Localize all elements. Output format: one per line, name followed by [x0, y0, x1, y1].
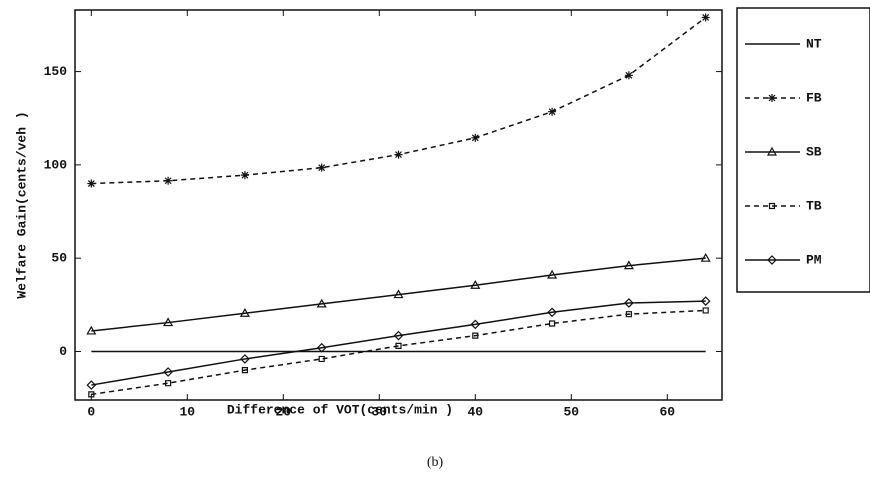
- x-tick-label: 0: [87, 404, 95, 419]
- marker: [86, 325, 97, 335]
- legend-label: SB: [806, 144, 822, 159]
- y-tick-label: 50: [51, 251, 67, 266]
- marker: [316, 342, 327, 353]
- y-tick-label: 0: [59, 344, 67, 359]
- marker: [625, 311, 632, 318]
- legend-label: NT: [806, 36, 822, 51]
- marker: [470, 280, 481, 289]
- marker: [164, 176, 173, 185]
- marker: [393, 330, 404, 341]
- marker: [548, 107, 557, 116]
- marker: [766, 146, 778, 156]
- marker: [87, 179, 96, 188]
- x-tick-label: 60: [659, 404, 675, 419]
- x-tick-label: 10: [180, 404, 196, 419]
- marker: [767, 255, 777, 265]
- marker: [241, 367, 249, 374]
- legend-label: FB: [806, 90, 822, 105]
- marker: [700, 252, 711, 262]
- marker: [163, 317, 174, 327]
- marker: [393, 289, 404, 299]
- marker: [394, 150, 403, 159]
- x-tick-label: 40: [467, 404, 483, 419]
- marker: [318, 355, 325, 363]
- series-line: [91, 16, 707, 185]
- marker: [316, 298, 327, 308]
- marker: [624, 298, 634, 308]
- marker: [547, 307, 557, 318]
- x-tick-label: 50: [563, 404, 579, 419]
- marker: [700, 296, 711, 306]
- marker: [701, 13, 710, 22]
- marker: [547, 269, 558, 279]
- legend-label: TB: [806, 198, 822, 213]
- marker: [470, 319, 481, 330]
- marker: [395, 342, 402, 349]
- marker: [623, 260, 634, 270]
- marker: [548, 320, 556, 327]
- marker: [165, 380, 172, 387]
- series-line: [91, 257, 706, 332]
- marker: [240, 354, 250, 364]
- x-tick-label: 30: [371, 404, 387, 419]
- marker: [472, 332, 479, 339]
- series-line: [91, 300, 706, 386]
- y-axis-label: Welfare Gain(cents/veh ): [14, 111, 29, 298]
- y-tick-label: 150: [44, 64, 68, 79]
- marker: [768, 202, 776, 210]
- marker: [239, 308, 250, 317]
- x-tick-label: 20: [276, 404, 292, 419]
- marker: [317, 163, 326, 172]
- caption: (b): [427, 455, 444, 470]
- marker: [88, 391, 95, 398]
- marker: [471, 133, 480, 142]
- marker: [240, 171, 249, 180]
- y-tick-label: 100: [44, 157, 68, 172]
- marker: [624, 71, 633, 80]
- legend-label: PM: [806, 252, 822, 267]
- x-axis-label: Difference of VOT(cents/min ): [227, 402, 453, 417]
- series-line: [91, 309, 706, 396]
- marker: [86, 380, 97, 390]
- marker: [768, 94, 776, 102]
- marker: [163, 367, 173, 377]
- plot-frame: [74, 9, 723, 401]
- legend-box: [736, 7, 870, 293]
- marker: [702, 307, 709, 314]
